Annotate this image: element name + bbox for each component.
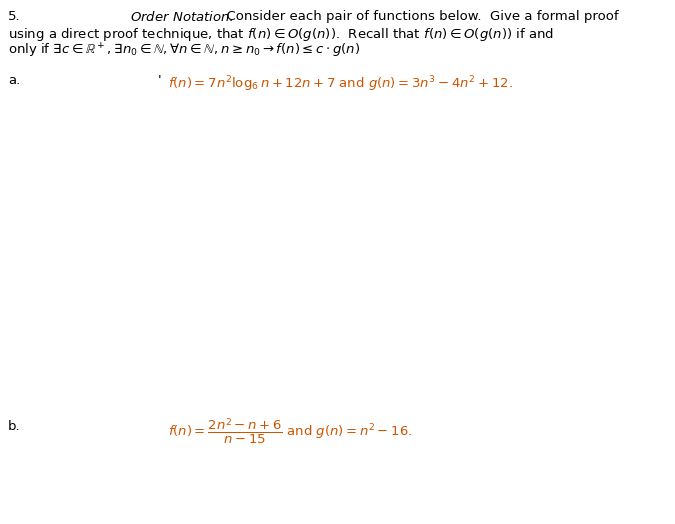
Text: 5.: 5.: [8, 10, 21, 23]
Text: Consider each pair of functions below.  Give a formal proof: Consider each pair of functions below. G…: [218, 10, 618, 23]
Text: $\mathit{Order\ Notation.}$: $\mathit{Order\ Notation.}$: [130, 10, 234, 24]
Text: only if $\exists c \in \mathbb{R}^+, \exists n_0 \in \mathbb{N}, \forall n \in \: only if $\exists c \in \mathbb{R}^+, \ex…: [8, 42, 360, 60]
Text: a.: a.: [8, 74, 20, 87]
Text: using a direct proof technique, that $f(n) \in O(g(n))$.  Recall that $f(n) \in : using a direct proof technique, that $f(…: [8, 26, 554, 43]
Text: ': ': [158, 74, 161, 87]
Text: $f(n) = \dfrac{2n^2-n+6}{n-15}$ and $g(n) = n^2 - 16.$: $f(n) = \dfrac{2n^2-n+6}{n-15}$ and $g(n…: [168, 416, 412, 446]
Text: b.: b.: [8, 420, 21, 433]
Text: $f(n) = 7n^2 \log_6 n + 12n + 7$ and $g(n) = 3n^3 - 4n^2 + 12.$: $f(n) = 7n^2 \log_6 n + 12n + 7$ and $g(…: [168, 74, 513, 94]
